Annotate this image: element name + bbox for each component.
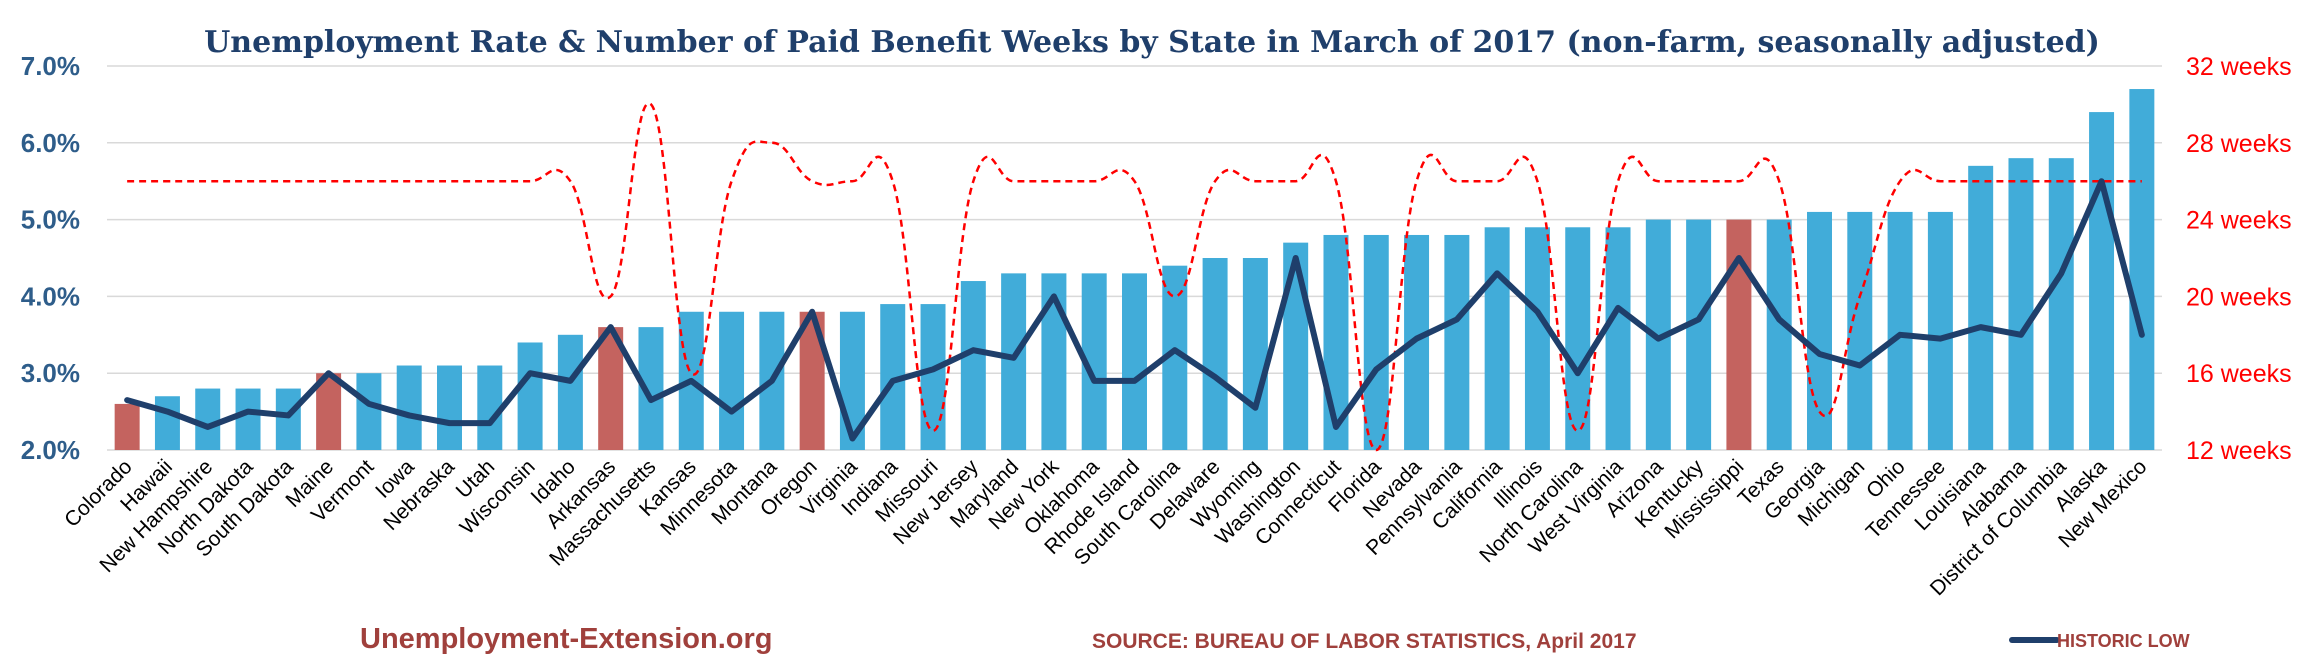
left-tick-label: 4.0% bbox=[21, 281, 80, 311]
bar bbox=[114, 403, 140, 450]
right-tick-label: 28 weeks bbox=[2186, 130, 2292, 158]
legend: HISTORIC LOW bbox=[2009, 631, 2190, 651]
left-tick-label: 7.0% bbox=[21, 51, 80, 81]
paid-benefit-weeks-line bbox=[127, 102, 2142, 452]
bar bbox=[1122, 273, 1147, 450]
bar bbox=[1484, 227, 1510, 450]
left-axis: 2.0% 3.0% 4.0% 5.0% 6.0% 7.0% bbox=[21, 51, 80, 465]
bar bbox=[356, 373, 382, 450]
left-tick-label: 2.0% bbox=[21, 435, 80, 465]
bar bbox=[1605, 227, 1631, 450]
bar bbox=[235, 388, 261, 450]
bar bbox=[1927, 211, 1953, 450]
bar bbox=[2048, 158, 2074, 450]
right-tick-label: 32 weeks bbox=[2186, 53, 2292, 81]
left-tick-label: 6.0% bbox=[21, 128, 80, 158]
bar bbox=[1001, 273, 1027, 450]
historic-low-line bbox=[124, 178, 2145, 442]
bar bbox=[1283, 242, 1309, 450]
series-lines bbox=[124, 102, 2145, 452]
bar bbox=[1363, 234, 1389, 450]
bar bbox=[1524, 227, 1550, 450]
right-tick-label: 12 weeks bbox=[2186, 437, 2292, 465]
bar bbox=[1968, 165, 1994, 450]
bar bbox=[557, 334, 583, 450]
left-tick-label: 3.0% bbox=[21, 358, 80, 388]
legend-label-historic-low: HISTORIC LOW bbox=[2057, 631, 2190, 651]
bar bbox=[2008, 158, 2034, 450]
bar bbox=[719, 311, 745, 450]
bar bbox=[2089, 112, 2115, 450]
bar bbox=[2129, 89, 2155, 450]
bar bbox=[920, 304, 946, 450]
footer-source: SOURCE: BUREAU OF LABOR STATISTICS, Apri… bbox=[1092, 630, 1637, 653]
bar bbox=[1726, 219, 1752, 450]
chart-title: Unemployment Rate & Number of Paid Benef… bbox=[204, 25, 2100, 60]
bar bbox=[195, 388, 221, 450]
bar bbox=[437, 365, 462, 450]
bar bbox=[960, 281, 986, 450]
bar bbox=[1807, 211, 1832, 450]
bar bbox=[275, 388, 301, 450]
right-tick-label: 24 weeks bbox=[2186, 207, 2292, 235]
bar bbox=[477, 365, 503, 450]
footer-site: Unemployment-Extension.org bbox=[360, 623, 773, 655]
bar bbox=[1686, 219, 1712, 450]
left-tick-label: 5.0% bbox=[21, 205, 80, 235]
bar bbox=[1444, 234, 1470, 450]
bar bbox=[517, 342, 543, 450]
bar bbox=[396, 365, 422, 450]
bars bbox=[114, 89, 2155, 450]
bar bbox=[1242, 258, 1268, 450]
right-tick-label: 16 weeks bbox=[2186, 360, 2292, 388]
right-tick-label: 20 weeks bbox=[2186, 283, 2292, 311]
bar bbox=[1887, 211, 1913, 450]
bar bbox=[1202, 258, 1228, 450]
bar bbox=[154, 396, 180, 450]
right-axis: 12 weeks 16 weeks 20 weeks 24 weeks 28 weeks… bbox=[2186, 53, 2292, 465]
bar bbox=[1766, 219, 1792, 450]
